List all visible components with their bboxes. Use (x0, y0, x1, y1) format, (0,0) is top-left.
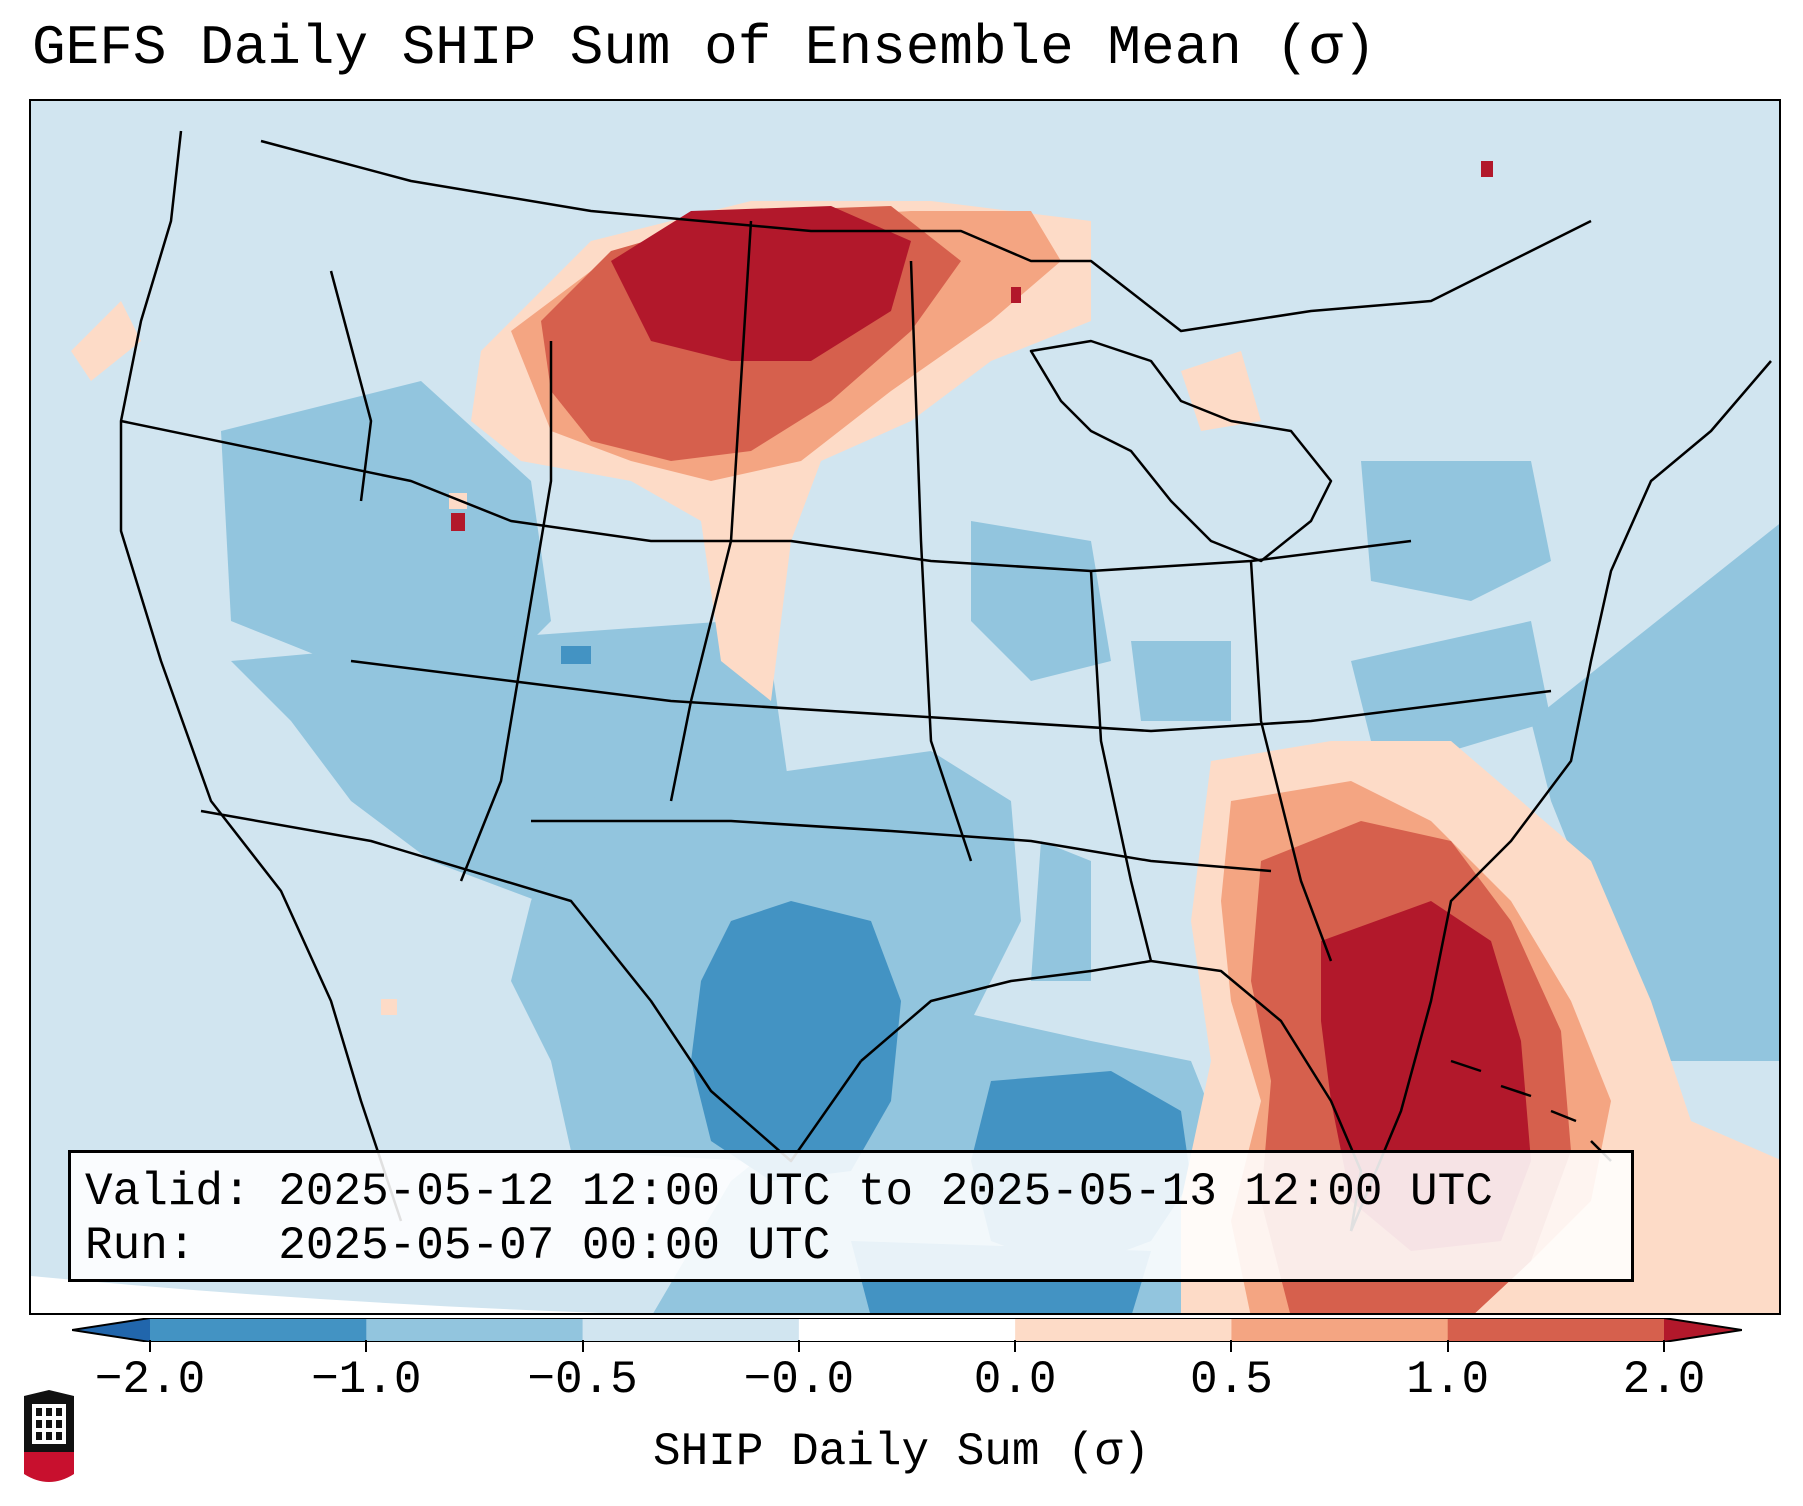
great-lakes (1029, 339, 1333, 563)
south-texas-low (691, 901, 901, 1181)
pacific-coast (119, 130, 403, 1222)
state-line-v5 (1089, 570, 1153, 962)
colorbar-tick-mark (1230, 1340, 1233, 1352)
canada-us-border (260, 139, 1592, 333)
colorbar-bin (582, 1318, 800, 1342)
colorbar-tick-label: −2.0 (94, 1354, 206, 1406)
state-line-v1 (329, 270, 373, 502)
colorbar-tick-mark (365, 1340, 368, 1352)
valid-run-infobox: Valid: 2025-05-12 12:00 UTC to 2025-05-1… (68, 1150, 1634, 1282)
colorbar-ticks: −2.0 −1.0 −0.5 −0.0 0.0 0.5 1.0 2.0 (0, 1340, 1803, 1406)
colorbar-tick-label: 0.5 (1190, 1354, 1273, 1406)
state-line-v6 (1249, 560, 1333, 962)
valid-value: 2025-05-12 12:00 UTC to 2025-05-13 12:00… (278, 1166, 1493, 1218)
niu-logo (24, 1390, 74, 1482)
boundaries (119, 130, 1772, 1232)
state-line-2 (350, 659, 1552, 733)
colorbar-tick-label: 1.0 (1406, 1354, 1490, 1406)
colorbar-bin (1231, 1318, 1449, 1342)
colorbar-tick-label: −0.0 (743, 1354, 855, 1406)
caribbean-islands (1450, 1059, 1612, 1162)
atlantic-coast (1349, 360, 1772, 1232)
colorbar-bin (366, 1318, 584, 1342)
colorbar-bin (1015, 1318, 1232, 1342)
colorbar-extend-low (72, 1318, 150, 1342)
state-line-v2 (459, 341, 553, 882)
colorbar (72, 1318, 1742, 1342)
colorbar-tick-label: 0.0 (973, 1354, 1057, 1406)
run-label: Run: (85, 1220, 196, 1272)
map-canvas (31, 101, 1779, 1313)
colorbar-extend-high (1664, 1318, 1742, 1342)
gulf-coast (860, 959, 1363, 1232)
valid-label: Valid: (85, 1166, 251, 1218)
state-line-1 (120, 419, 1412, 573)
state-line-v4 (909, 260, 973, 862)
run-value: 2025-05-07 00:00 UTC (278, 1220, 831, 1272)
colorbar-tick-mark (1663, 1340, 1665, 1352)
colorbar-bin (150, 1318, 367, 1342)
colorbar-bin (798, 1318, 1016, 1342)
colorbar-tick-mark (1446, 1340, 1449, 1352)
map-panel: Valid: 2025-05-12 12:00 UTC to 2025-05-1… (29, 99, 1781, 1315)
northern-plains-high (611, 206, 911, 361)
colorbar-bin (1447, 1318, 1665, 1342)
colorbar-tick-mark (149, 1340, 151, 1352)
colorbar-tick-mark (581, 1340, 584, 1352)
state-line-3 (531, 819, 1272, 873)
chart-title: GEFS Daily SHIP Sum of Ensemble Mean (σ) (32, 16, 1377, 80)
colorbar-tick-label: −1.0 (311, 1354, 422, 1406)
colorbar-tick-mark (797, 1340, 800, 1352)
colorbar-label: SHIP Daily Sum (σ) (653, 1426, 1150, 1478)
colorbar-tick-label: 2.0 (1622, 1354, 1706, 1406)
colorbar-tick-mark (1014, 1340, 1017, 1352)
colorbar-tick-label: −0.5 (527, 1354, 638, 1406)
state-line-v3 (669, 220, 753, 802)
